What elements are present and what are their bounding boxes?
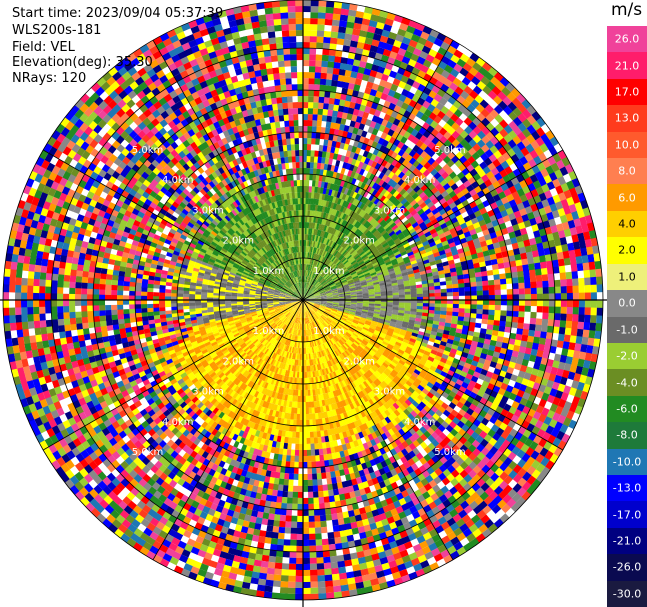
range-ring-label: 5.0km (434, 145, 465, 156)
colorbar-segment (607, 342, 647, 370)
colorbar-tick-label: -6.0 (616, 402, 638, 416)
colorbar-tick-label: 6.0 (618, 191, 636, 205)
elevation-label: Elevation(deg): 35.30 (12, 55, 153, 70)
colorbar-segment (607, 105, 647, 133)
colorbar-tick-label: 17.0 (614, 85, 640, 99)
colorbar-tick-label: 21.0 (614, 59, 640, 73)
colorbar-segment (607, 184, 647, 212)
colorbar-tick-label: -10.0 (612, 455, 642, 469)
colorbar-segment (607, 158, 647, 185)
colorbar-tick-label: -26.0 (612, 560, 642, 574)
range-ring-label: 5.0km (132, 145, 163, 156)
colorbar-segment (607, 52, 647, 80)
range-ring-label: 4.0km (162, 175, 193, 186)
range-ring-label: 2.0km (223, 236, 254, 247)
colorbar-segment (607, 448, 647, 476)
colorbar-tick-label: 8.0 (618, 164, 636, 178)
colorbar-segment (607, 131, 647, 159)
range-ring-label: 1.0km (253, 326, 284, 337)
colorbar-segment (607, 369, 647, 397)
range-ring-label: 1.0km (253, 266, 284, 277)
colorbar-segment (607, 237, 647, 265)
colorbar-segment (607, 26, 647, 53)
colorbar-tick-label: -1.0 (616, 323, 638, 337)
velocity-colorbar: 26.0 21.0 17.0 13.0 10.0 8.0 6.0 4.0 2.0 1.0 0.0 -1… (607, 26, 647, 607)
colorbar-segment (607, 554, 647, 582)
colorbar-tick-label: -30.0 (612, 587, 642, 601)
colorbar-tick-label: -21.0 (612, 534, 642, 548)
colorbar-tick-label: 1.0 (618, 270, 636, 284)
range-ring-label: 3.0km (374, 387, 405, 398)
colorbar-tick-label: 4.0 (618, 217, 636, 231)
colorbar-segment (607, 527, 647, 555)
colorbar-tick-label: -2.0 (616, 349, 638, 363)
range-ring-label: 2.0km (343, 356, 374, 367)
colorbar-tick-label: -8.0 (616, 428, 638, 442)
range-ring-label: 2.0km (223, 356, 254, 367)
range-ring-label: 5.0km (132, 447, 163, 458)
colorbar-tick-label: 26.0 (614, 32, 640, 46)
colorbar-segment (607, 290, 647, 317)
colorbar-segment (607, 78, 647, 106)
range-ring-label: 3.0km (192, 387, 223, 398)
colorbar-segment (607, 580, 647, 607)
colorbar-segment (607, 210, 647, 238)
colorbar-tick-label: -4.0 (616, 376, 638, 390)
instrument-label: WLS200s-181 (12, 23, 102, 38)
colorbar-segment (607, 395, 647, 423)
colorbar-tick-label: 2.0 (618, 243, 636, 257)
nrays-label: NRays: 120 (12, 71, 87, 86)
range-ring-label: 2.0km (343, 236, 374, 247)
range-ring-label: 5.0km (434, 447, 465, 458)
colorbar-unit: m/s (611, 0, 643, 20)
range-ring-label: 1.0km (313, 266, 344, 277)
colorbar-segment (607, 316, 647, 344)
range-ring-label: 4.0km (162, 417, 193, 428)
colorbar-segment (607, 501, 647, 529)
range-ring-label: 4.0km (404, 417, 435, 428)
colorbar-tick-label: 13.0 (614, 111, 640, 125)
range-ring-label: 4.0km (404, 175, 435, 186)
field-label: Field: VEL (12, 40, 75, 55)
start-time-label: Start time: 2023/09/04 05:37:39 (12, 6, 224, 21)
colorbar-segment (607, 422, 647, 450)
range-ring-label: 3.0km (374, 205, 405, 216)
colorbar-tick-label: 0.0 (618, 296, 636, 310)
range-ring-label: 3.0km (192, 205, 223, 216)
colorbar-tick-label: -17.0 (612, 508, 642, 522)
colorbar-segment (607, 263, 647, 291)
colorbar-segment (607, 474, 647, 502)
range-ring-label: 1.0km (313, 326, 344, 337)
colorbar-tick-label: -13.0 (612, 481, 642, 495)
colorbar-tick-label: 10.0 (614, 138, 640, 152)
